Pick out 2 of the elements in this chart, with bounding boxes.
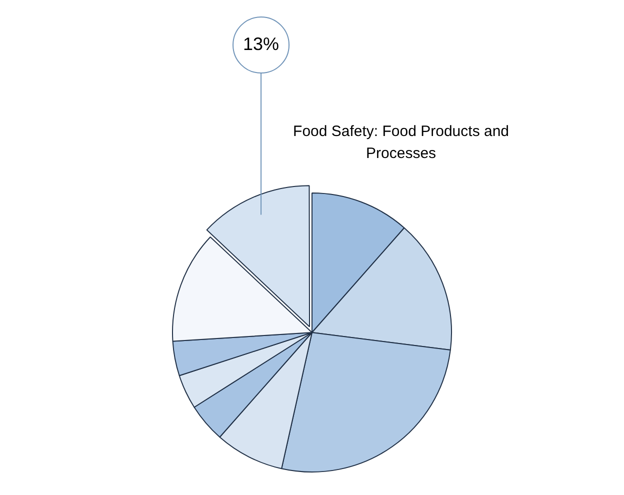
slice-label: Food Safety: Food Products and Processes [293,123,510,162]
data-label: 13% [243,34,280,54]
